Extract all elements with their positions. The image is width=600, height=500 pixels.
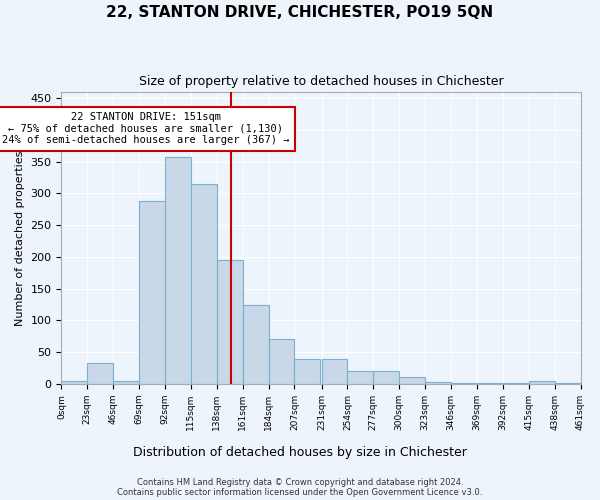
Bar xyxy=(425,382,451,384)
Text: 22, STANTON DRIVE, CHICHESTER, PO19 5QN: 22, STANTON DRIVE, CHICHESTER, PO19 5QN xyxy=(106,5,494,20)
Text: Distribution of detached houses by size in Chichester: Distribution of detached houses by size … xyxy=(133,446,467,459)
Bar xyxy=(295,358,320,384)
Bar xyxy=(399,377,425,384)
Bar xyxy=(347,371,373,384)
Text: Contains HM Land Registry data © Crown copyright and database right 2024.
Contai: Contains HM Land Registry data © Crown c… xyxy=(118,478,482,497)
Bar xyxy=(165,156,191,384)
Title: Size of property relative to detached houses in Chichester: Size of property relative to detached ho… xyxy=(139,75,503,88)
Bar xyxy=(242,304,269,384)
Text: 22 STANTON DRIVE: 151sqm
← 75% of detached houses are smaller (1,130)
24% of sem: 22 STANTON DRIVE: 151sqm ← 75% of detach… xyxy=(2,112,290,146)
Y-axis label: Number of detached properties: Number of detached properties xyxy=(15,150,25,326)
Bar xyxy=(322,358,347,384)
Bar xyxy=(217,260,242,384)
Bar xyxy=(139,201,165,384)
Bar xyxy=(451,382,477,384)
Bar xyxy=(113,380,139,384)
Bar xyxy=(529,380,554,384)
Bar xyxy=(269,340,295,384)
Bar xyxy=(88,363,113,384)
Bar xyxy=(61,380,88,384)
Bar xyxy=(191,184,217,384)
Bar xyxy=(373,371,399,384)
